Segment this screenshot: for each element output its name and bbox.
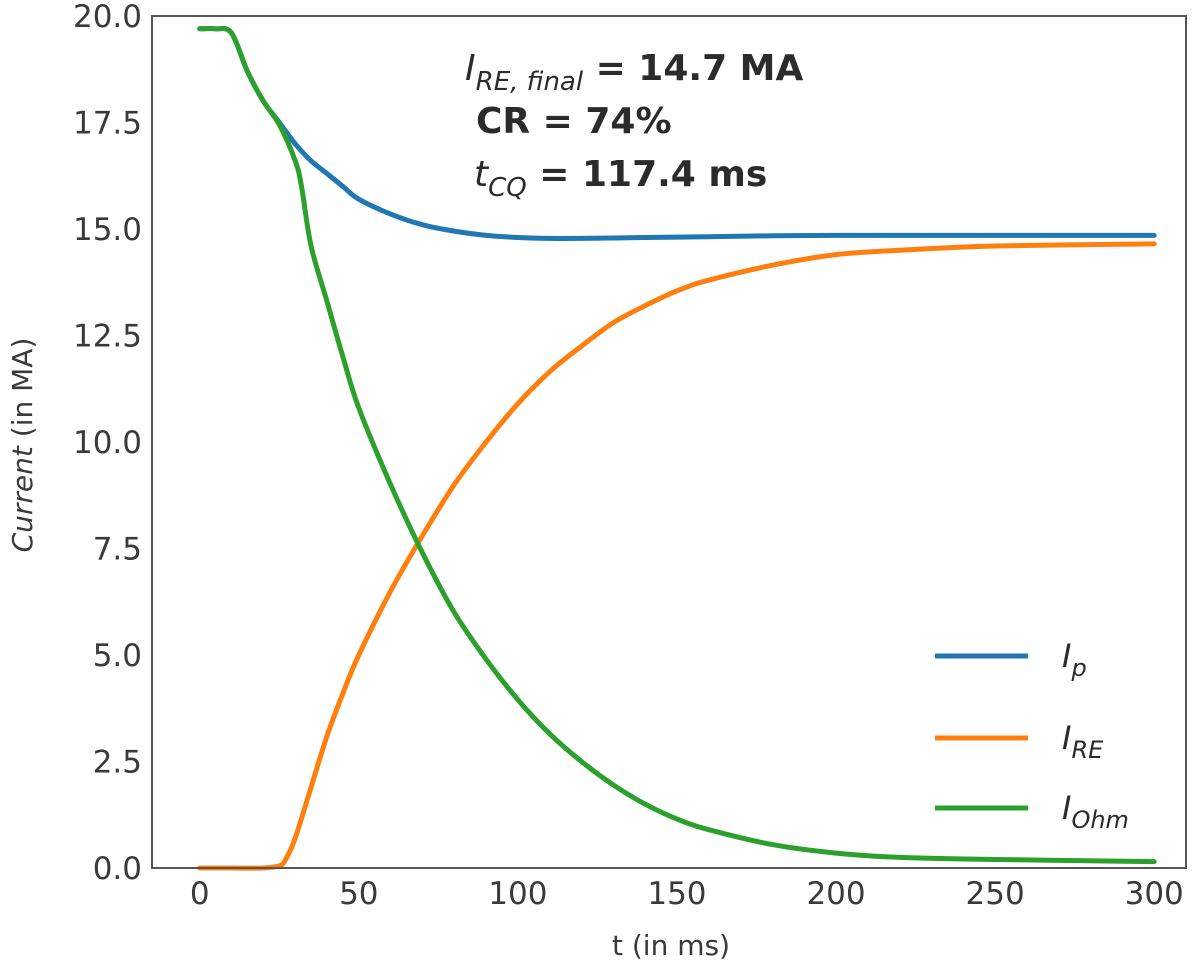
annotation-tcq: tCQ = 117.4 ms [474,154,767,203]
y-tick-label: 7.5 [93,532,142,568]
x-tick-label: 300 [1125,876,1184,912]
x-tick-label: 0 [190,876,210,912]
y-axis-label: Current (in MA) [6,338,39,553]
x-tick-label: 250 [966,876,1025,912]
legend-label-ip: Ip [1062,637,1087,682]
annotation-block: IRE, final = 14.7 MA CR = 74% tCQ = 117.… [465,48,803,203]
x-axis-label: t (in ms) [612,929,730,962]
x-tick-label: 150 [647,876,706,912]
y-tick-label: 12.5 [73,319,142,355]
ticks-layer: 0 50 100 150 200 250 300 0.0 2.5 5.0 7.5 10.0 12.5 15… [73,0,1184,912]
y-tick-label: 5.0 [93,638,142,674]
series-line-iohm [197,25,1157,865]
annotation-cr: CR = 74% [476,101,672,142]
x-tick-label: 100 [488,876,547,912]
x-tick-label: 50 [339,876,378,912]
y-tick-label: 17.5 [73,106,142,142]
y-tick-label: 2.5 [93,745,142,781]
annotation-ire-final: IRE, final = 14.7 MA [465,48,803,97]
plot-frame [151,15,1187,869]
legend: Ip IRE IOhm [935,637,1129,834]
y-tick-label: 10.0 [73,425,142,461]
y-tick-label: 0.0 [93,851,142,887]
legend-label-iohm: IOhm [1062,789,1129,834]
x-tick-label: 200 [806,876,865,912]
y-tick-label: 15.0 [73,212,142,248]
y-tick-label: 20.0 [73,0,142,35]
legend-label-ire: IRE [1062,719,1104,764]
series-line-ire [197,241,1157,871]
series-layer [197,25,1157,871]
